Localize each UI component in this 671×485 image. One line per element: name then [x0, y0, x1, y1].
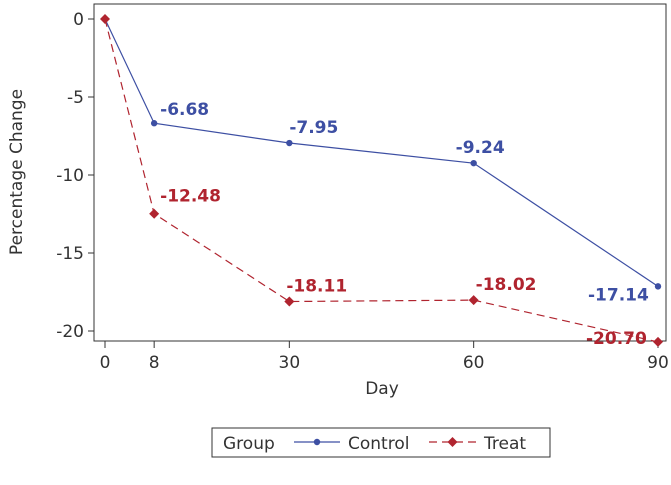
data-label-control: -9.24	[456, 138, 505, 158]
y-axis: 0 -5 -10 -15 -20	[56, 10, 94, 342]
data-point-control	[150, 120, 158, 127]
x-tick-label: 90	[647, 353, 669, 373]
series-line-control	[104, 18, 659, 287]
data-point-control	[654, 283, 662, 290]
series-line-treat	[104, 18, 659, 343]
y-tick-label: -5	[67, 88, 84, 108]
x-tick-label: 60	[463, 353, 485, 373]
data-point-treat	[468, 295, 479, 306]
data-label-control: -7.95	[289, 118, 338, 138]
data-point-treat	[100, 14, 110, 24]
data-label-control: -17.14	[588, 285, 649, 305]
y-axis-title: Percentage Change	[7, 89, 27, 255]
y-tick-label: -10	[56, 166, 84, 186]
data-point-control	[286, 139, 293, 147]
x-tick-label: 30	[279, 353, 301, 373]
data-point-treat	[284, 296, 295, 307]
data-label-treat: -18.11	[286, 277, 347, 297]
legend-title: Group	[223, 434, 275, 454]
data-point-control	[470, 159, 477, 167]
x-axis-title: Day	[365, 379, 399, 399]
data-label-treat: -12.48	[160, 187, 221, 207]
legend-label-treat: Treat	[483, 434, 526, 454]
y-tick-label: -20	[56, 322, 84, 342]
x-tick-label: 0	[100, 353, 111, 373]
legend-marker-treat	[447, 437, 458, 447]
x-axis: 0 8 30 60 90	[100, 341, 669, 373]
legend-label-control: Control	[348, 434, 409, 454]
data-point-treat	[149, 208, 160, 219]
plot-area-frame	[93, 3, 667, 342]
series-layer: -6.68 -7.95 -9.24 -17.14 -12.48 -18.11 -18.02 -…	[100, 14, 663, 349]
data-label-control: -6.68	[160, 100, 209, 120]
legend-marker-control	[313, 438, 321, 446]
legend-frame	[211, 427, 551, 458]
data-point-treat	[653, 336, 663, 347]
data-label-treat: -18.02	[476, 275, 537, 295]
legend: Group Control Treat	[211, 427, 551, 458]
y-tick-label: 0	[73, 10, 84, 30]
x-tick-label: 8	[149, 353, 160, 373]
data-label-treat: -20.70	[586, 329, 647, 349]
y-tick-label: -15	[56, 244, 84, 264]
